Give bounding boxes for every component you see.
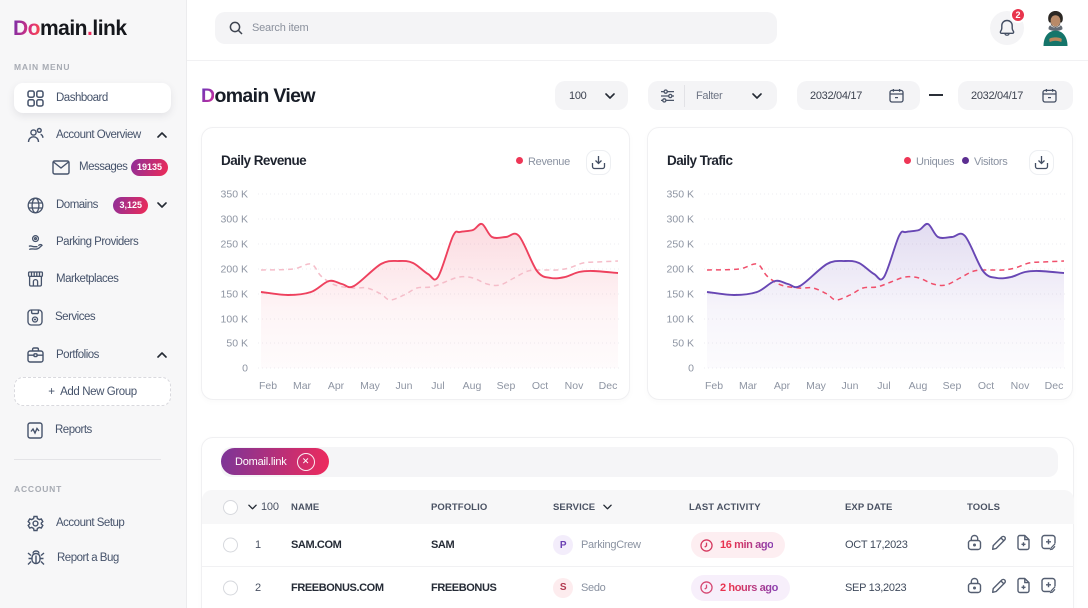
svg-text:200 K: 200 K [667,264,694,276]
svg-text:Sep: Sep [497,380,516,392]
svg-text:Apr: Apr [328,380,345,392]
svg-text:350 K: 350 K [221,189,248,201]
svg-text:Jul: Jul [877,380,890,392]
svg-text:Oct: Oct [978,380,994,392]
svg-text:300 K: 300 K [221,214,248,226]
svg-text:200 K: 200 K [221,264,248,276]
svg-text:300 K: 300 K [667,214,694,226]
svg-text:May: May [806,380,827,392]
svg-text:150 K: 150 K [221,289,248,301]
svg-text:0: 0 [242,363,248,375]
svg-text:Jul: Jul [431,380,444,392]
svg-text:150 K: 150 K [667,289,694,301]
svg-text:50 K: 50 K [672,338,694,350]
svg-text:Jun: Jun [396,380,413,392]
svg-text:250 K: 250 K [667,239,694,251]
svg-text:50 K: 50 K [226,338,248,350]
svg-text:Aug: Aug [909,380,928,392]
svg-text:0: 0 [688,363,694,375]
svg-text:250 K: 250 K [221,239,248,251]
svg-text:Nov: Nov [565,380,584,392]
svg-text:Mar: Mar [739,380,758,392]
svg-text:350 K: 350 K [667,189,694,201]
svg-text:Feb: Feb [259,380,277,392]
svg-text:Sep: Sep [943,380,962,392]
svg-text:Mar: Mar [293,380,312,392]
svg-text:Aug: Aug [463,380,482,392]
svg-text:Dec: Dec [1045,380,1064,392]
svg-text:Jun: Jun [842,380,859,392]
svg-text:Nov: Nov [1011,380,1030,392]
svg-text:Oct: Oct [532,380,548,392]
svg-text:100 K: 100 K [667,314,694,326]
svg-text:100 K: 100 K [221,314,248,326]
svg-text:Apr: Apr [774,380,791,392]
svg-text:Feb: Feb [705,380,723,392]
svg-text:May: May [360,380,381,392]
svg-text:Dec: Dec [599,380,618,392]
